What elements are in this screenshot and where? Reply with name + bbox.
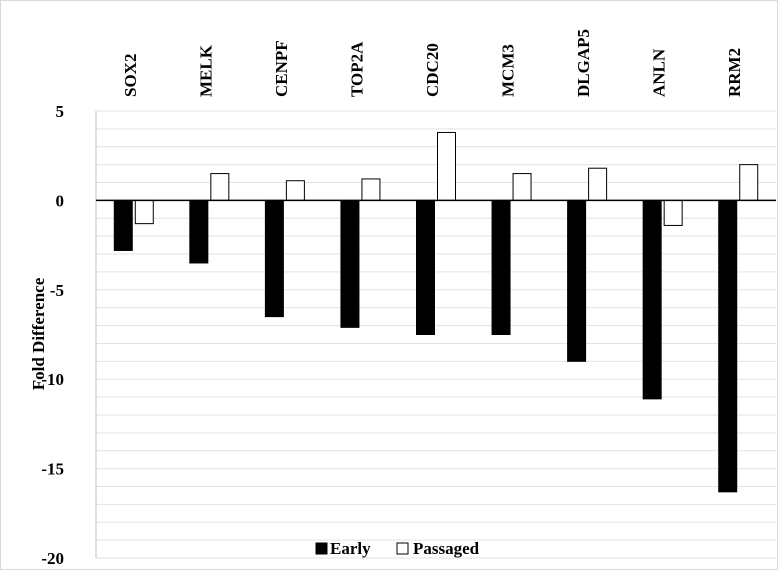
bar-passaged-top2a [361, 178, 381, 201]
category-label: TOP2A [347, 41, 366, 97]
category-labels: SOX2 MELK CENPF TOP2A CDC20 MCM3 DLGAP5 ANLN RRM… [121, 29, 744, 97]
bar-early-mcm3 [491, 199, 511, 335]
legend-label-early: Early [330, 539, 371, 558]
category-label: RRM2 [725, 48, 744, 97]
category-label: ANLN [650, 48, 669, 97]
bar-early-sox2 [113, 199, 133, 251]
legend: Early Passaged [315, 539, 480, 558]
y-tick-label: -15 [41, 460, 64, 479]
bar-early-cdc20 [416, 199, 435, 335]
bar-early-top2a [340, 199, 360, 328]
bar-passaged-cdc20 [437, 131, 456, 201]
y-tick-label: 0 [56, 191, 65, 210]
bar-early-dlgap5 [567, 199, 587, 362]
bar-passaged-anln [663, 199, 683, 226]
category-label: DLGAP5 [574, 29, 593, 97]
bar-passaged-rrm2 [739, 164, 759, 201]
bar-early-anln [642, 199, 662, 400]
bar-passaged-sox2 [134, 199, 154, 225]
axes: 5 0 -5 -10 -15 -20 [41, 102, 776, 568]
y-tick-label: 5 [56, 102, 65, 121]
bar-passaged-cenpf [285, 180, 305, 201]
bar-early-cenpf [264, 199, 284, 318]
category-label: MELK [196, 44, 215, 97]
bar-passaged-melk [210, 173, 230, 201]
category-label: CENPF [272, 40, 291, 97]
legend-swatch-passaged [396, 542, 409, 555]
y-tick-label: -20 [41, 549, 64, 568]
category-label: SOX2 [121, 54, 140, 97]
bar-early-rrm2 [718, 199, 738, 493]
bar-passaged-mcm3 [512, 173, 532, 201]
gridlines [96, 110, 776, 559]
category-label: MCM3 [499, 44, 518, 97]
bar-passaged-dlgap5 [588, 167, 608, 201]
y-axis-title: Fold Difference [29, 277, 48, 390]
bar-early-melk [189, 199, 209, 264]
y-tick-label: -10 [41, 370, 64, 389]
bars [113, 131, 759, 493]
legend-swatch-early [315, 542, 328, 555]
y-tick-label: -5 [50, 281, 64, 300]
legend-label-passaged: Passaged [413, 539, 480, 558]
category-label: CDC20 [423, 43, 442, 97]
